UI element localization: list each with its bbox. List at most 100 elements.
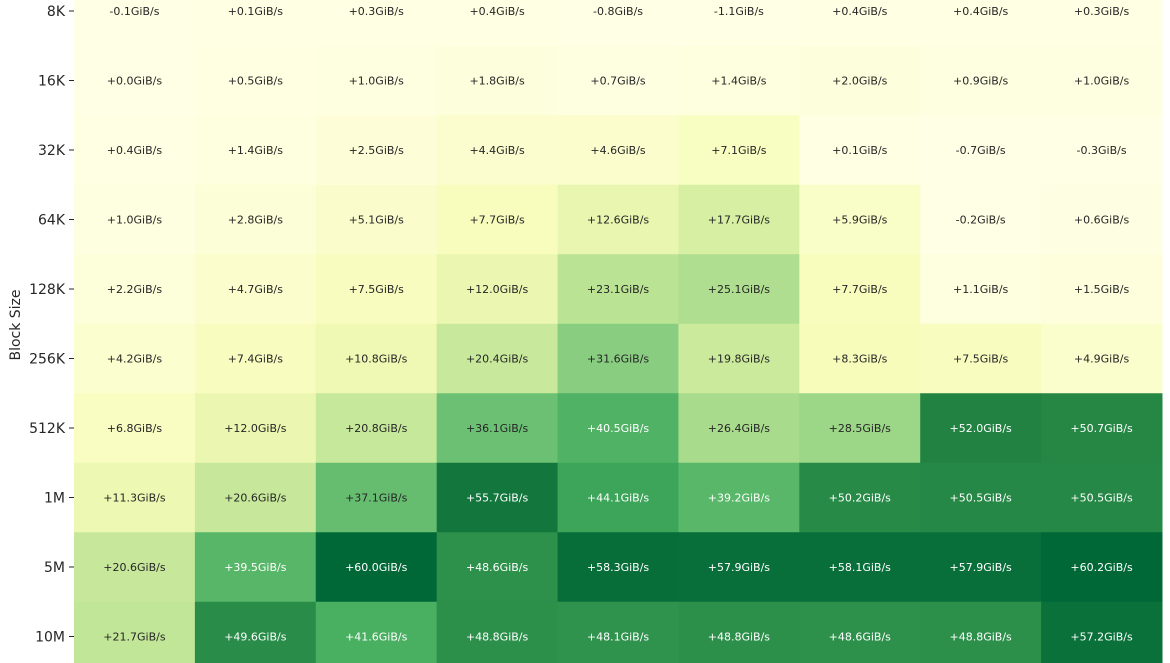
heatmap-cell-label-r8-c4: +58.3GiB/s <box>587 561 650 574</box>
heatmap-cell-label-r4-c4: +23.1GiB/s <box>587 283 650 296</box>
heatmap-cell-r9-c7 <box>920 601 1042 663</box>
heatmap-cell-label-r4-c5: +25.1GiB/s <box>708 283 771 296</box>
heatmap-cell-r2-c4 <box>557 115 679 186</box>
heatmap-cell-r4-c8 <box>1041 254 1163 325</box>
heatmap-cell-label-r2-c8: -0.3GiB/s <box>1077 144 1127 157</box>
heatmap-cell-label-r0-c4: -0.8GiB/s <box>593 5 643 18</box>
heatmap-cell-label-r6-c0: +6.8GiB/s <box>107 422 163 435</box>
heatmap-cell-label-r8-c5: +57.9GiB/s <box>708 561 771 574</box>
heatmap-cell-r1-c1 <box>194 45 317 116</box>
heatmap-cell-r3-c2 <box>315 184 438 255</box>
heatmap-cell-label-r9-c3: +48.8GiB/s <box>466 631 529 644</box>
heatmap-cell-r8-c4 <box>557 532 679 603</box>
heatmap-cell-label-r3-c1: +2.8GiB/s <box>228 214 284 227</box>
heatmap-cell-r9-c6 <box>799 601 921 663</box>
heatmap-cell-label-r9-c1: +49.6GiB/s <box>224 631 287 644</box>
heatmap-cell-r1-c6 <box>799 45 921 116</box>
heatmap-cell-label-r4-c7: +1.1GiB/s <box>953 283 1009 296</box>
heatmap-cell-label-r3-c6: +5.9GiB/s <box>832 214 888 227</box>
heatmap-cell-r4-c6 <box>799 254 921 325</box>
heatmap-cell-r3-c7 <box>920 184 1042 255</box>
heatmap-cell-label-r1-c6: +2.0GiB/s <box>832 75 888 88</box>
heatmap-cell-label-r6-c7: +52.0GiB/s <box>950 422 1013 435</box>
heatmap-cell-r2-c5 <box>678 115 800 186</box>
heatmap-cell-r4-c3 <box>436 254 559 325</box>
heatmap-cell-r5-c3 <box>436 323 559 394</box>
heatmap-cell-r9-c0 <box>74 601 196 663</box>
heatmap-cell-label-r6-c4: +40.5GiB/s <box>587 422 650 435</box>
heatmap-cell-label-r0-c7: +0.4GiB/s <box>953 5 1009 18</box>
heatmap-cell-label-r6-c3: +36.1GiB/s <box>466 422 529 435</box>
heatmap-cell-r4-c2 <box>315 254 438 325</box>
y-tick-label-2: 32K <box>38 143 66 159</box>
heatmap-cell-r9-c3 <box>436 601 559 663</box>
heatmap-cell-r8-c5 <box>678 532 800 603</box>
y-tick-label-0: 8K <box>47 4 66 20</box>
heatmap-cell-label-r3-c2: +5.1GiB/s <box>349 214 405 227</box>
heatmap-cell-r4-c5 <box>678 254 800 325</box>
heatmap-cell-r3-c5 <box>678 184 800 255</box>
heatmap-cell-label-r0-c8: +0.3GiB/s <box>1074 5 1130 18</box>
heatmap-cell-label-r5-c5: +19.8GiB/s <box>708 353 771 366</box>
heatmap-cell-label-r7-c1: +20.6GiB/s <box>224 492 287 505</box>
heatmap-cell-r3-c4 <box>557 184 679 255</box>
heatmap-cell-label-r6-c2: +20.8GiB/s <box>345 422 408 435</box>
heatmap-cell-r6-c2 <box>315 393 438 464</box>
heatmap-cell-r7-c8 <box>1041 462 1163 533</box>
heatmap-cell-label-r6-c8: +50.7GiB/s <box>1070 422 1133 435</box>
heatmap-cell-label-r2-c0: +0.4GiB/s <box>107 144 163 157</box>
heatmap-cell-label-r9-c0: +21.7GiB/s <box>103 631 166 644</box>
heatmap-cell-r1-c3 <box>436 45 559 116</box>
heatmap-cell-label-r8-c0: +20.6GiB/s <box>103 561 166 574</box>
heatmap-cell-label-r9-c5: +48.8GiB/s <box>708 631 771 644</box>
heatmap-cell-label-r7-c3: +55.7GiB/s <box>466 492 529 505</box>
heatmap-cell-label-r2-c1: +1.4GiB/s <box>228 144 284 157</box>
heatmap-cell-r6-c1 <box>194 393 317 464</box>
heatmap-cell-r7-c5 <box>678 462 800 533</box>
heatmap-cell-r5-c6 <box>799 323 921 394</box>
heatmap-cell-r3-c3 <box>436 184 559 255</box>
heatmap-cell-label-r0-c5: -1.1GiB/s <box>714 5 764 18</box>
heatmap-cell-r1-c0 <box>74 45 196 116</box>
heatmap-cell-r9-c1 <box>194 601 317 663</box>
y-axis-label: Block Size <box>8 289 24 360</box>
heatmap-cell-label-r0-c2: +0.3GiB/s <box>349 5 405 18</box>
heatmap-cell-label-r8-c1: +39.5GiB/s <box>224 561 287 574</box>
heatmap-cell-r9-c8 <box>1041 601 1163 663</box>
heatmap-cell-label-r3-c7: -0.2GiB/s <box>956 214 1006 227</box>
heatmap-cell-label-r0-c0: -0.1GiB/s <box>109 5 159 18</box>
heatmap-cell-r7-c2 <box>315 462 438 533</box>
heatmap-cell-r2-c0 <box>74 115 196 186</box>
y-tick-label-3: 64K <box>38 213 66 229</box>
heatmap-cell-label-r0-c3: +0.4GiB/s <box>469 5 525 18</box>
y-tick-label-7: 1M <box>44 491 65 507</box>
heatmap-cell-r6-c4 <box>557 393 679 464</box>
heatmap-cell-r1-c5 <box>678 45 800 116</box>
heatmap-cell-r1-c4 <box>557 45 679 116</box>
heatmap-cell-label-r1-c8: +1.0GiB/s <box>1074 75 1130 88</box>
heatmap-cell-r2-c3 <box>436 115 559 186</box>
heatmap-cell-label-r6-c6: +28.5GiB/s <box>829 422 892 435</box>
heatmap-cell-r0-c7 <box>920 0 1042 47</box>
heatmap-cell-r5-c8 <box>1041 323 1163 394</box>
heatmap-cell-r2-c8 <box>1041 115 1163 186</box>
heatmap-cell-r0-c0 <box>74 0 196 47</box>
heatmap-cell-label-r9-c2: +41.6GiB/s <box>345 631 408 644</box>
heatmap-cell-label-r5-c7: +7.5GiB/s <box>953 353 1009 366</box>
heatmap-cell-r1-c2 <box>315 45 438 116</box>
heatmap-cell-label-r1-c7: +0.9GiB/s <box>953 75 1009 88</box>
heatmap-cell-label-r5-c0: +4.2GiB/s <box>107 353 163 366</box>
heatmap-cell-label-r8-c6: +58.1GiB/s <box>829 561 892 574</box>
heatmap-cell-label-r3-c4: +12.6GiB/s <box>587 214 650 227</box>
heatmap-cell-label-r1-c3: +1.8GiB/s <box>469 75 525 88</box>
heatmap-cell-label-r1-c1: +0.5GiB/s <box>228 75 284 88</box>
heatmap-cell-label-r7-c2: +37.1GiB/s <box>345 492 408 505</box>
heatmap-cell-r2-c6 <box>799 115 921 186</box>
heatmap-cell-r6-c0 <box>74 393 196 464</box>
heatmap-cell-label-r8-c2: +60.0GiB/s <box>345 561 408 574</box>
heatmap-cell-label-r2-c7: -0.7GiB/s <box>956 144 1006 157</box>
heatmap-cell-r5-c4 <box>557 323 679 394</box>
heatmap-cells: -0.1GiB/s +0.1GiB/s +0.3GiB/s +0.4GiB/s -0.8… <box>74 0 1163 663</box>
heatmap-cell-label-r6-c5: +26.4GiB/s <box>708 422 771 435</box>
